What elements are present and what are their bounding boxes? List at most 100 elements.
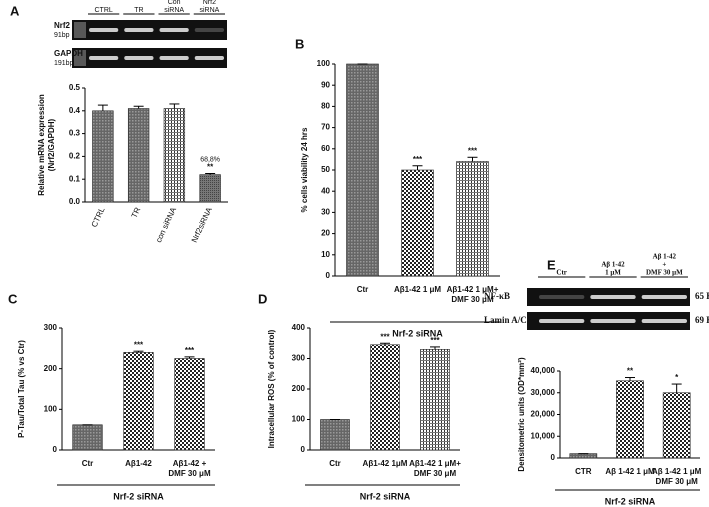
y-tick-label: 10	[321, 250, 330, 259]
y-tick-label: 30,000	[531, 388, 556, 397]
bar	[72, 424, 103, 451]
blot-column-label: Aβ 1-42	[653, 253, 677, 261]
blot-size: 65 KD	[695, 291, 709, 301]
x-tick-label: con siRNA	[154, 205, 178, 244]
x-tick-label: Aβ1-42 1 μM+	[409, 459, 461, 468]
blot-row-name: GAPDH	[54, 49, 83, 58]
x-tick-label: Aβ 1-42 1 μM	[652, 467, 702, 476]
y-tick-label: 0.3	[69, 129, 81, 138]
blot-size: 191bp	[54, 60, 74, 67]
y-tick-label: 400	[292, 323, 306, 332]
blot-column-label: TR	[134, 7, 143, 14]
x-tick-label: Aβ 1-42 1 μM	[605, 467, 655, 476]
blot-column-label: Ctr	[556, 269, 567, 277]
blot-band	[124, 56, 154, 60]
y-tick-label: 200	[292, 384, 306, 393]
blot-column-label: +	[662, 261, 666, 269]
y-tick-label: 0.5	[69, 83, 81, 92]
x-tick-label: Nrf2siRNA	[190, 205, 214, 244]
y-tick-label: 0.1	[69, 174, 81, 183]
blot-band	[194, 28, 224, 32]
blot-column-label: CTRL	[94, 7, 112, 14]
significance: ***	[430, 336, 440, 345]
y-tick-label: 0	[53, 445, 58, 454]
x-tick-label: TR	[130, 206, 143, 220]
blot-band	[89, 28, 119, 32]
blot-band	[539, 319, 585, 323]
bar	[127, 108, 150, 203]
y-tick-label: 300	[44, 323, 58, 332]
bar	[456, 161, 489, 277]
bar	[662, 392, 691, 459]
blot-band	[194, 56, 224, 60]
panel-letter: A	[10, 3, 20, 18]
y-axis-label: % cells viability 24 hrs	[300, 127, 309, 212]
bar	[370, 344, 400, 451]
blot-size: 91bp	[54, 32, 70, 39]
blot-column-label: siRNA	[164, 7, 184, 14]
x-tick-label: Ctr	[82, 459, 94, 468]
y-tick-label: 100	[44, 404, 58, 413]
blot-band	[590, 295, 636, 299]
significance: ***	[380, 332, 390, 341]
panel-letter: C	[8, 291, 18, 306]
blot-column-label: Con	[168, 0, 181, 6]
y-axis-label: (Nrf2/GAPDH)	[47, 118, 56, 171]
y-axis-label: Intracellular ROS (% of control)	[267, 329, 276, 448]
bar	[346, 63, 379, 277]
blot-column-label: Nrf2	[203, 0, 216, 6]
y-tick-label: 80	[321, 102, 330, 111]
x-tick-label: Aβ1-42 1 μM	[394, 285, 441, 294]
blot-band	[590, 319, 636, 323]
significance: ***	[185, 346, 195, 355]
significance: ***	[468, 146, 478, 155]
blot-row-name: Nrf2	[54, 21, 71, 30]
group-label: Nrf-2 siRNA	[605, 496, 656, 506]
blot-band	[89, 56, 119, 60]
y-tick-label: 10,000	[531, 431, 556, 440]
ladder	[74, 50, 86, 66]
bar	[401, 169, 434, 277]
y-tick-label: 0.4	[69, 106, 81, 115]
y-tick-label: 200	[44, 364, 58, 373]
group-label: Nrf-2 siRNA	[360, 491, 411, 501]
y-tick-label: 20	[321, 229, 330, 238]
x-tick-label: DMF 30 μM	[451, 295, 494, 304]
x-tick-label: Ctr	[329, 459, 341, 468]
blot-band	[641, 319, 687, 323]
significance: **	[207, 163, 214, 172]
blot-row-name: Lamin A/C	[484, 315, 527, 325]
y-tick-label: 30	[321, 208, 330, 217]
x-tick-label: Aβ1-42 +	[173, 459, 207, 468]
y-tick-label: 100	[292, 415, 306, 424]
x-tick-label: DMF 30 μM	[168, 469, 211, 478]
y-axis-label: Densitometric units (OD*mm²)	[517, 357, 526, 472]
y-axis-label: Relative mRNA expression	[37, 94, 46, 196]
y-tick-label: 60	[321, 144, 330, 153]
y-tick-label: 40	[321, 186, 330, 195]
significance: ***	[413, 155, 423, 164]
bar	[616, 380, 644, 459]
group-label: Nrf-2 siRNA	[392, 328, 443, 338]
panel-letter: B	[295, 36, 304, 51]
y-tick-label: 50	[321, 165, 330, 174]
x-tick-label: Aβ1-42 1μM	[363, 459, 408, 468]
percent-label: 68,8%	[200, 156, 220, 163]
y-tick-label: 40,000	[531, 366, 556, 375]
bar	[92, 110, 114, 203]
significance: **	[627, 367, 634, 376]
blot-column-label: 1 μM	[605, 269, 621, 277]
y-tick-label: 0.2	[69, 152, 81, 161]
blot-band	[159, 28, 189, 32]
bar	[320, 419, 350, 451]
y-tick-label: 100	[317, 59, 331, 68]
group-label: Nrf-2 siRNA	[113, 491, 164, 501]
y-tick-label: 20,000	[531, 410, 556, 419]
x-tick-label: Aβ1-42	[125, 459, 152, 468]
x-tick-label: DMF 30 μM	[656, 477, 699, 486]
y-tick-label: 0.0	[69, 197, 81, 206]
x-tick-label: Ctr	[357, 285, 369, 294]
y-tick-label: 90	[321, 80, 330, 89]
panel-letter: E	[547, 257, 556, 272]
